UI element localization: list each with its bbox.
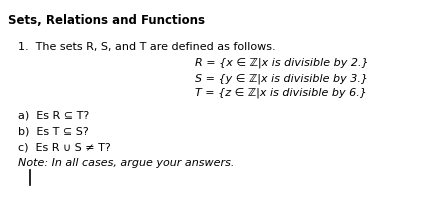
Text: c)  Es R ∪ S ≠ T?: c) Es R ∪ S ≠ T? [18, 142, 111, 152]
Text: S = {y ∈ ℤ|x is divisible by 3.}: S = {y ∈ ℤ|x is divisible by 3.} [195, 73, 368, 84]
Text: Note: In all cases, argue your answers.: Note: In all cases, argue your answers. [18, 158, 234, 168]
Text: R = {x ∈ ℤ|x is divisible by 2.}: R = {x ∈ ℤ|x is divisible by 2.} [195, 58, 369, 68]
Text: b)  Es T ⊆ S?: b) Es T ⊆ S? [18, 126, 89, 136]
Text: a)  Es R ⊆ T?: a) Es R ⊆ T? [18, 110, 89, 120]
Text: 1.  The sets R, S, and T are defined as follows.: 1. The sets R, S, and T are defined as f… [18, 42, 276, 52]
Text: Sets, Relations and Functions: Sets, Relations and Functions [8, 14, 205, 27]
Text: T = {z ∈ ℤ|x is divisible by 6.}: T = {z ∈ ℤ|x is divisible by 6.} [195, 88, 367, 98]
